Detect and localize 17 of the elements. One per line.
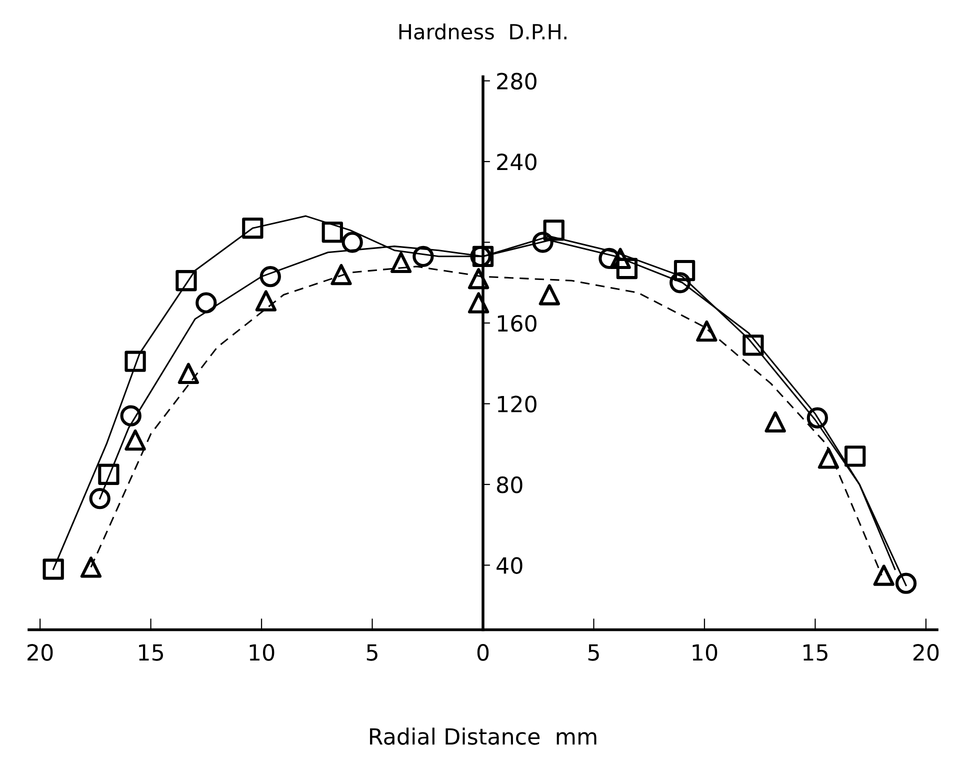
x-tick-label: 15 (139, 644, 163, 661)
y-tick-label: 80 (497, 476, 522, 494)
x-tick-label: 5 (588, 644, 599, 661)
x-tick-label: 20 (913, 644, 939, 661)
y-tick-label: 160 (498, 314, 536, 332)
y-axis-title: Hardness D.P.H. (399, 23, 566, 40)
y-tick-label: 240 (497, 154, 536, 170)
x-tick-label: 15 (804, 644, 828, 661)
y-tick-label: 280 (497, 72, 536, 90)
x-tick-label: 0 (477, 644, 489, 661)
y-tick-label: 120 (498, 396, 536, 412)
x-tick-label: 20 (28, 644, 53, 661)
x-axis-title: Radial Distance mm (370, 728, 596, 745)
y-tick-label: 40 (496, 557, 522, 574)
x-tick-label: 10 (250, 644, 274, 661)
x-tick-label: 10 (692, 644, 718, 661)
x-tick-label: 5 (366, 644, 378, 661)
